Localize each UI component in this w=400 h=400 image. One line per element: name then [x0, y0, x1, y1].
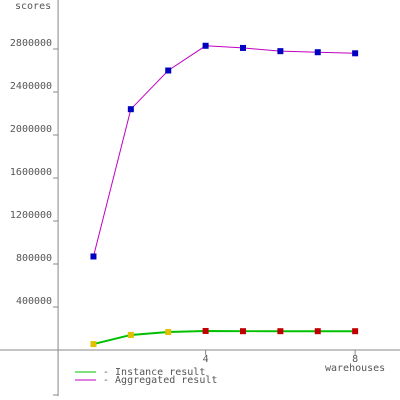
point [352, 328, 359, 335]
y-tick-label: 1600000 [10, 167, 52, 178]
point [314, 328, 321, 335]
point [165, 329, 172, 336]
series-line [92, 45, 356, 257]
point [202, 42, 209, 49]
y-tick-label: 2800000 [10, 38, 52, 49]
y-axis-label: scores [15, 1, 51, 12]
point [127, 331, 134, 338]
point [90, 341, 97, 348]
x-axis-label: warehouses [325, 363, 385, 374]
point [127, 106, 134, 113]
y-tick-label: 1200000 [10, 210, 52, 221]
point [352, 50, 359, 57]
x-tick-label: 4 [203, 354, 209, 365]
point [239, 44, 246, 51]
point [277, 48, 284, 55]
point [314, 49, 321, 56]
y-tick-label: 800000 [16, 253, 52, 264]
y-tick-label: 400000 [16, 296, 52, 307]
legend-label: - Instance result [103, 367, 205, 378]
legend-label: - Aggregated result [103, 375, 217, 386]
x-tick-label: 8 [352, 354, 358, 365]
point [202, 327, 209, 334]
series-line [93, 329, 356, 346]
point [90, 253, 97, 260]
point [165, 67, 172, 74]
point [277, 328, 284, 335]
y-tick-label: 2400000 [10, 81, 52, 92]
point [239, 328, 246, 335]
y-tick-label: 2000000 [10, 124, 52, 135]
